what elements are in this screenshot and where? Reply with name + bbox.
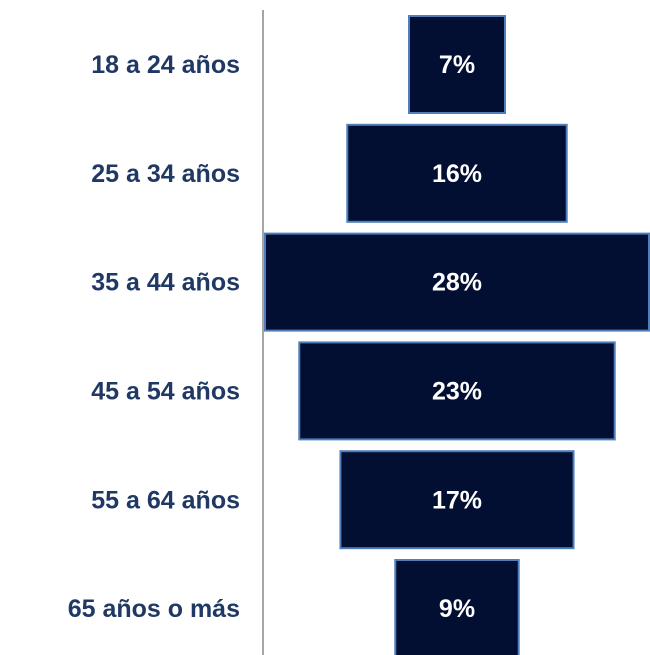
funnel-bar xyxy=(408,15,506,114)
funnel-bar xyxy=(339,450,575,550)
value-label: 17% xyxy=(432,486,482,514)
value-label: 9% xyxy=(439,595,475,623)
category-label: 25 a 34 años xyxy=(91,160,240,188)
value-label: 23% xyxy=(432,378,482,406)
category-label: 45 a 54 años xyxy=(91,378,240,406)
category-label: 18 a 24 años xyxy=(91,51,240,79)
funnel-bar xyxy=(394,559,520,655)
value-label: 7% xyxy=(439,51,475,79)
funnel-bar xyxy=(264,232,650,332)
category-label: 55 a 64 años xyxy=(91,486,240,514)
funnel-bar xyxy=(298,341,616,441)
value-label: 28% xyxy=(432,269,482,297)
category-label: 35 a 44 años xyxy=(91,269,240,297)
funnel-bar xyxy=(346,123,568,223)
value-label: 16% xyxy=(432,160,482,188)
category-label: 65 años o más xyxy=(68,595,240,623)
